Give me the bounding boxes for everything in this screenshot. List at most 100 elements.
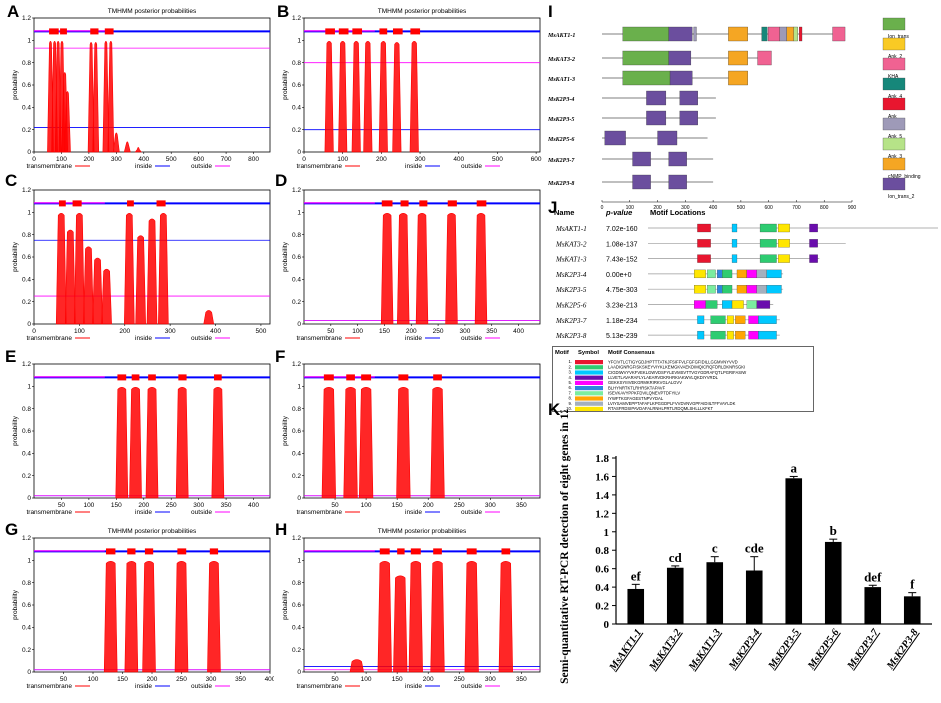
y-tick-label: 0.6 bbox=[292, 428, 301, 435]
gene-name: MsKAT3-2 bbox=[548, 57, 575, 63]
y-tick-label: 0.2 bbox=[22, 127, 31, 134]
panel-letter-g: G bbox=[5, 520, 19, 539]
x-tick-label: MsK2P3-5 bbox=[766, 627, 802, 672]
x-tick-label: 200 bbox=[83, 156, 94, 163]
domain-axis-label: 0 bbox=[601, 205, 604, 210]
tm-helix-marker bbox=[156, 200, 166, 207]
domain-ion_trans_2 bbox=[646, 90, 667, 106]
x-tick-label: 200 bbox=[406, 328, 417, 335]
y-tick-label: 1 bbox=[297, 210, 301, 217]
panel-letter-i: I bbox=[548, 2, 553, 21]
motif-block-3 bbox=[722, 300, 733, 309]
x-tick-label: 700 bbox=[221, 156, 232, 163]
y-tick-label: 0.6 bbox=[292, 602, 301, 609]
tm-helix-marker bbox=[410, 28, 421, 35]
domain-ion_trans_2 bbox=[668, 151, 687, 167]
x-tick-label: 250 bbox=[454, 676, 465, 683]
consensus-number: 6. bbox=[569, 385, 573, 390]
y-tick-label: 1.2 bbox=[292, 15, 301, 22]
tm-helix-marker bbox=[323, 374, 334, 381]
legend-outside-label: outside bbox=[191, 683, 212, 690]
domain-ion_trans_2 bbox=[632, 174, 651, 190]
y-tick-label: 1.6 bbox=[595, 471, 609, 483]
tm-peak bbox=[464, 561, 479, 673]
tm-helix-marker bbox=[60, 28, 67, 35]
motif-pvalue: 7.02e-160 bbox=[606, 226, 638, 233]
x-tick-label: 100 bbox=[337, 156, 348, 163]
significance-letter: c bbox=[712, 541, 718, 556]
legend-label-cnmp_binding: cNMP_binding bbox=[888, 174, 921, 180]
tmhmm-plot-h: TMHMM posterior probabilities 0 0.2 0.4 0.6 0… bbox=[282, 528, 541, 690]
legend-transmembrane-label: transmembrane bbox=[26, 683, 72, 690]
motif-block-10 bbox=[726, 330, 734, 340]
x-tick-label: 400 bbox=[248, 502, 259, 509]
tm-peak bbox=[135, 235, 146, 325]
x-tick-label: 250 bbox=[176, 676, 187, 683]
legend-outside-label: outside bbox=[461, 163, 482, 170]
y-tick-label: 0.6 bbox=[292, 82, 301, 89]
y-tick-label: 1.2 bbox=[292, 187, 301, 194]
tm-helix-marker bbox=[381, 200, 393, 207]
x-tick-label: MsK2P3-4 bbox=[727, 627, 763, 672]
y-tick-label: 0.6 bbox=[22, 428, 31, 435]
motif-block-1 bbox=[697, 239, 711, 248]
gene-name: MsK2P5-6 bbox=[548, 137, 574, 143]
tm-peak bbox=[498, 561, 513, 673]
y-tick-label: 0.4 bbox=[292, 451, 301, 458]
motif-gene-name: MsAKT1-1 bbox=[555, 225, 587, 233]
y-tick-label: 0.4 bbox=[292, 105, 301, 112]
tm-helix-marker bbox=[148, 374, 156, 381]
motif-block-3 bbox=[758, 315, 777, 324]
tm-helix-marker bbox=[117, 374, 127, 381]
x-tick-label: 300 bbox=[193, 502, 204, 509]
tm-peak bbox=[415, 213, 429, 325]
x-tick-label: 400 bbox=[210, 328, 221, 335]
x-tick-label: 800 bbox=[248, 156, 259, 163]
motif-header-pvalue: p-value bbox=[605, 208, 632, 217]
motif-block-2 bbox=[759, 254, 777, 263]
motif-block-2 bbox=[710, 330, 726, 340]
tm-peak bbox=[134, 147, 142, 153]
motif-block-2 bbox=[722, 269, 733, 279]
tm-peak bbox=[474, 213, 488, 325]
motif-block-5 bbox=[748, 330, 759, 340]
legend-inside-label: inside bbox=[405, 509, 422, 516]
domain-ion_trans bbox=[622, 50, 669, 66]
tm-peak bbox=[430, 387, 445, 499]
y-tick-label: 0.4 bbox=[22, 625, 31, 632]
tmhmm-plot-b: TMHMM posterior probabilities 0 0.2 0.4 0.6 0… bbox=[282, 8, 542, 170]
tmhmm-plot-c: 0 0.2 0.4 0.6 0.8 1 1.2 0 100 200 300 400 500 probabi… bbox=[12, 187, 271, 342]
x-tick-label: 150 bbox=[392, 502, 403, 509]
domain-ank_4 bbox=[761, 26, 768, 42]
consensus-symbol bbox=[575, 406, 603, 411]
y-tick-label: 0.6 bbox=[292, 254, 301, 261]
panel-letter-h: H bbox=[275, 520, 288, 539]
motif-block-10 bbox=[694, 285, 706, 294]
legend-transmembrane-label: transmembrane bbox=[296, 163, 342, 170]
y-axis-label: probability bbox=[282, 589, 289, 619]
tm-peak bbox=[393, 575, 408, 673]
domain-ion_trans_2 bbox=[604, 130, 626, 146]
y-tick-label: 0.6 bbox=[22, 602, 31, 609]
motif-location-diagram: Name p-value Motif Locations MsAKT1-1 7.02e-… bbox=[554, 208, 938, 340]
x-tick-label: MsKAT3-2 bbox=[647, 627, 684, 673]
motif-block-3 bbox=[758, 330, 777, 340]
tm-helix-marker bbox=[346, 374, 355, 381]
motif-block-8 bbox=[735, 315, 746, 324]
domain-ank bbox=[799, 26, 803, 42]
motif-block-10 bbox=[778, 239, 790, 248]
tm-helix-marker bbox=[104, 28, 114, 35]
tmhmm-plot-d: 0 0.2 0.4 0.6 0.8 1 1.2 50 100 150 200 250 300 350 400… bbox=[282, 187, 541, 342]
motif-block-10 bbox=[726, 315, 734, 324]
y-tick-label: 0.6 bbox=[22, 82, 31, 89]
consensus-symbol bbox=[575, 386, 603, 391]
x-tick-label: 50 bbox=[331, 676, 339, 683]
tm-peak bbox=[343, 387, 358, 499]
tm-peak bbox=[123, 141, 131, 153]
tm-helix-marker bbox=[410, 548, 421, 555]
motif-block-5 bbox=[746, 269, 757, 279]
motif-block-4 bbox=[809, 239, 818, 248]
tm-helix-marker bbox=[325, 28, 335, 35]
x-tick-label: 300 bbox=[485, 502, 496, 509]
tm-helix-marker bbox=[178, 374, 187, 381]
